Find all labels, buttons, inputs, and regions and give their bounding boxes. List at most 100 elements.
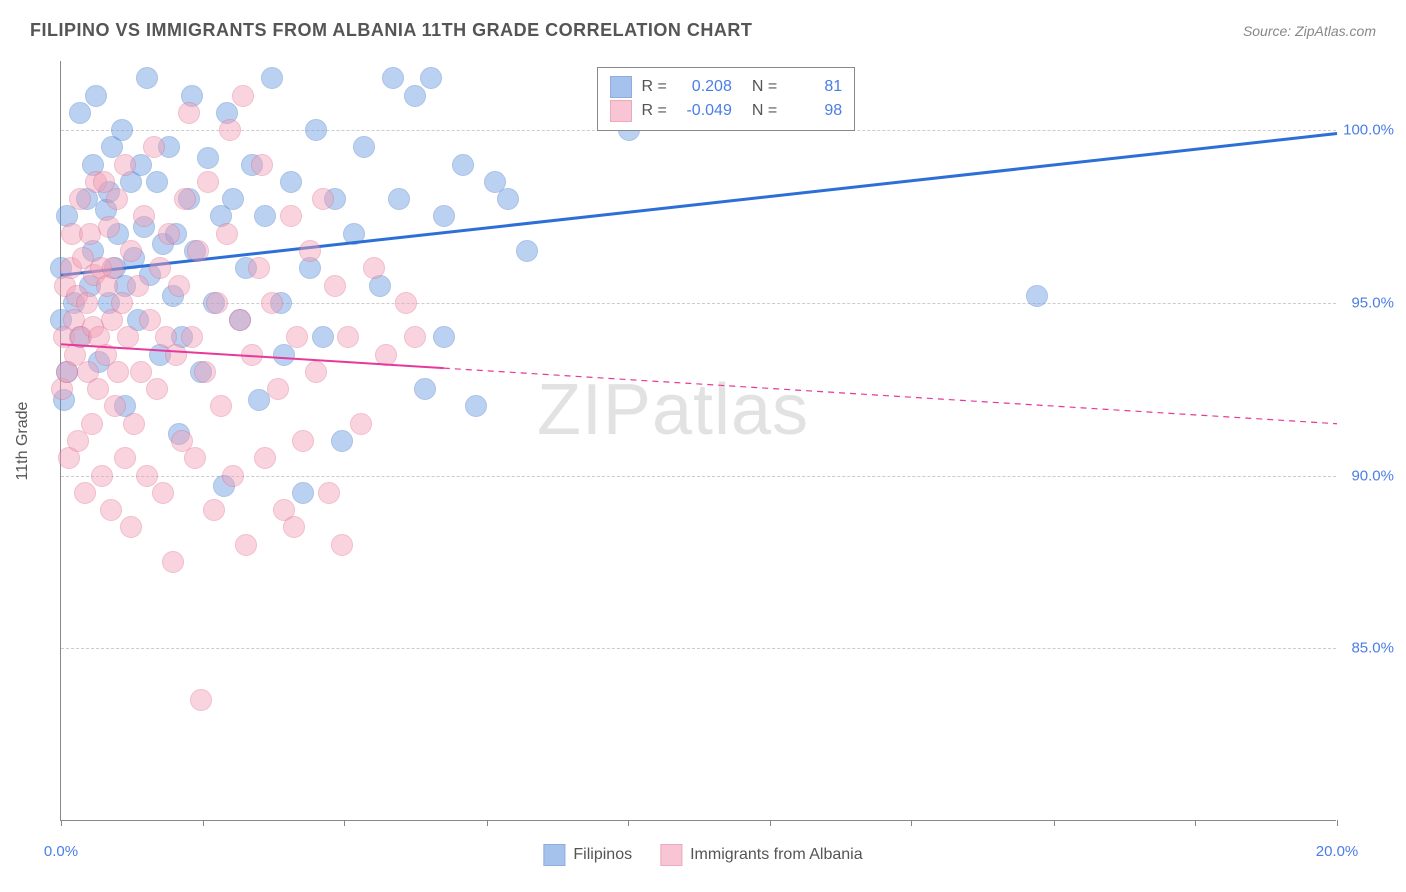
scatter-point (331, 534, 353, 556)
legend-swatch (610, 76, 632, 98)
scatter-point (261, 67, 283, 89)
scatter-point (184, 447, 206, 469)
scatter-point (222, 465, 244, 487)
scatter-point (292, 482, 314, 504)
gridline (61, 303, 1336, 304)
stats-legend-row: R = 0.208 N = 81 (610, 76, 843, 98)
scatter-point (222, 188, 244, 210)
scatter-point (337, 326, 359, 348)
scatter-point (190, 689, 212, 711)
scatter-point (85, 85, 107, 107)
scatter-point (375, 344, 397, 366)
scatter-point (280, 205, 302, 227)
x-tick-label: 20.0% (1316, 843, 1359, 860)
scatter-point (111, 292, 133, 314)
scatter-point (127, 275, 149, 297)
scatter-point (343, 223, 365, 245)
scatter-point (107, 361, 129, 383)
scatter-point (123, 413, 145, 435)
scatter-point (261, 292, 283, 314)
scatter-point (197, 171, 219, 193)
scatter-point (318, 482, 340, 504)
x-tick (344, 820, 345, 826)
y-axis-title: 11th Grade (14, 401, 32, 480)
scatter-point (210, 395, 232, 417)
scatter-point (76, 292, 98, 314)
scatter-point (98, 216, 120, 238)
x-tick (1337, 820, 1338, 826)
scatter-point (106, 188, 128, 210)
scatter-point (197, 147, 219, 169)
y-tick-label: 85.0% (1351, 640, 1394, 657)
scatter-point (143, 136, 165, 158)
scatter-point (388, 188, 410, 210)
scatter-point (363, 257, 385, 279)
scatter-point (219, 119, 241, 141)
scatter-point (1026, 285, 1048, 307)
scatter-point (91, 465, 113, 487)
x-tick (1054, 820, 1055, 826)
stats-r-value: -0.049 (677, 102, 732, 120)
scatter-point (312, 188, 334, 210)
x-tick (628, 820, 629, 826)
gridline (61, 648, 1336, 649)
scatter-point (136, 67, 158, 89)
scatter-point (102, 257, 124, 279)
scatter-point (292, 430, 314, 452)
scatter-point (158, 223, 180, 245)
scatter-point (203, 499, 225, 521)
stats-n-value: 81 (787, 78, 842, 96)
x-tick (911, 820, 912, 826)
scatter-point (114, 447, 136, 469)
scatter-point (74, 482, 96, 504)
scatter-point (350, 413, 372, 435)
scatter-point (254, 205, 276, 227)
scatter-point (305, 361, 327, 383)
scatter-point (120, 240, 142, 262)
scatter-point (149, 257, 171, 279)
scatter-point (69, 188, 91, 210)
scatter-point (516, 240, 538, 262)
stats-r-label: R = (642, 102, 667, 120)
scatter-point (395, 292, 417, 314)
y-tick-label: 95.0% (1351, 294, 1394, 311)
scatter-point (165, 344, 187, 366)
scatter-point (404, 326, 426, 348)
scatter-point (452, 154, 474, 176)
scatter-point (133, 205, 155, 227)
scatter-point (404, 85, 426, 107)
scatter-point (136, 465, 158, 487)
scatter-point (305, 119, 327, 141)
x-tick (61, 820, 62, 826)
stats-r-value: 0.208 (677, 78, 732, 96)
x-tick-label: 0.0% (44, 843, 78, 860)
scatter-point (229, 309, 251, 331)
legend-item: Filipinos (543, 844, 632, 866)
scatter-point (194, 361, 216, 383)
scatter-point (497, 188, 519, 210)
scatter-point (353, 136, 375, 158)
scatter-point (146, 378, 168, 400)
scatter-point (465, 395, 487, 417)
scatter-point (216, 223, 238, 245)
scatter-point (232, 85, 254, 107)
scatter-point (162, 551, 184, 573)
scatter-point (206, 292, 228, 314)
scatter-point (241, 344, 263, 366)
scatter-chart: 11th Grade ZIPatlas 85.0%90.0%95.0%100.0… (60, 61, 1336, 821)
y-tick-label: 90.0% (1351, 467, 1394, 484)
scatter-point (87, 378, 109, 400)
stats-n-label: N = (752, 102, 777, 120)
chart-title: FILIPINO VS IMMIGRANTS FROM ALBANIA 11TH… (30, 20, 752, 41)
scatter-point (414, 378, 436, 400)
scatter-point (267, 378, 289, 400)
stats-r-label: R = (642, 78, 667, 96)
scatter-point (331, 430, 353, 452)
stats-legend: R = 0.208 N = 81 R = -0.049 N = 98 (597, 67, 856, 131)
source-label: Source: ZipAtlas.com (1243, 23, 1376, 39)
scatter-point (433, 205, 455, 227)
stats-legend-row: R = -0.049 N = 98 (610, 100, 843, 122)
scatter-point (382, 67, 404, 89)
scatter-point (111, 119, 133, 141)
x-tick (770, 820, 771, 826)
